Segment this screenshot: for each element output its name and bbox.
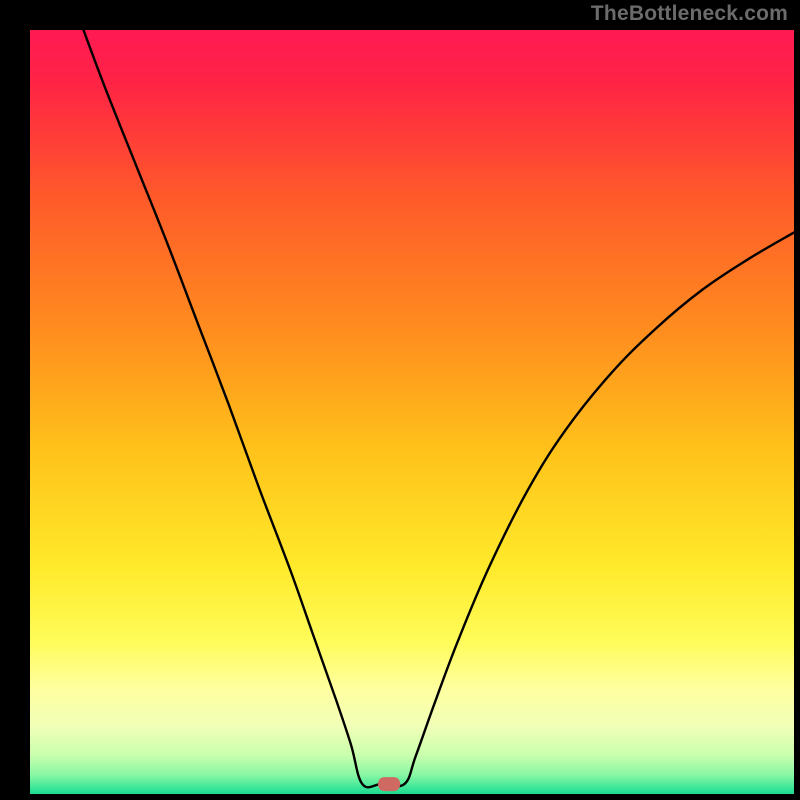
optimal-point-marker <box>378 777 400 791</box>
plot-background <box>30 30 794 794</box>
watermark-label: TheBottleneck.com <box>591 2 788 26</box>
bottleneck-curve-chart <box>30 30 794 794</box>
chart-container: TheBottleneck.com <box>0 0 800 800</box>
